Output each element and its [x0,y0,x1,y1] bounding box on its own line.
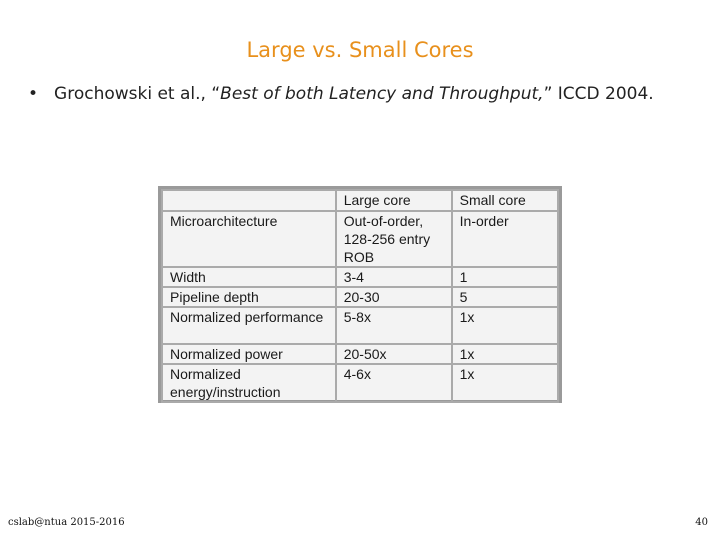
table-cell: 20-50x [334,343,453,365]
table-row: Normalized performance 5-8x 1x [161,306,560,345]
table-cell: 1x [450,363,560,403]
slide-title: Large vs. Small Cores [246,38,474,62]
table-cell: Microarchitecture [161,210,337,268]
bullet-item: • Grochowski et al., “Best of both Latenc… [28,84,654,104]
table-row: Microarchitecture Out-of-order, 128-256 … [161,210,560,268]
table-cell: In-order [450,210,560,268]
table-cell: Out-of-order, 128-256 entry ROB [334,210,453,268]
header-cell: Large core [334,189,453,212]
table-cell: Normalized performance [161,306,337,345]
comparison-table: Large core Small core Microarchitecture … [161,189,560,403]
table-header-row: Large core Small core [161,189,560,212]
table-row: Normalized power 20-50x 1x [161,343,560,365]
citation-suffix: ” ICCD 2004. [543,84,654,104]
comparison-table-image: Large core Small core Microarchitecture … [158,186,562,403]
table-cell: 1x [450,343,560,365]
table-cell: 5-8x [334,306,453,345]
table-cell: Width [161,266,337,288]
bullet-marker: • [28,84,39,104]
citation-prefix: Grochowski et al., “ [54,84,221,104]
citation-title: Best of both Latency and Throughput, [220,84,544,104]
footer-label: cslab@ntua 2015-2016 [8,517,125,528]
table-cell: 1 [450,266,560,288]
table-row: Width 3-4 1 [161,266,560,288]
table-cell: 1x [450,306,560,345]
header-cell: Small core [450,189,560,212]
table-row: Normalized energy/instruction 4-6x 1x [161,363,560,403]
table-cell: Normalized power [161,343,337,365]
table-cell: 5 [450,286,560,308]
table-cell: Normalized energy/instruction [161,363,337,403]
header-cell [161,189,337,212]
table-cell: 4-6x [334,363,453,403]
page-number: 40 [695,517,708,528]
table-cell: 20-30 [334,286,453,308]
table-row: Pipeline depth 20-30 5 [161,286,560,308]
table-cell: 3-4 [334,266,453,288]
table-cell: Pipeline depth [161,286,337,308]
